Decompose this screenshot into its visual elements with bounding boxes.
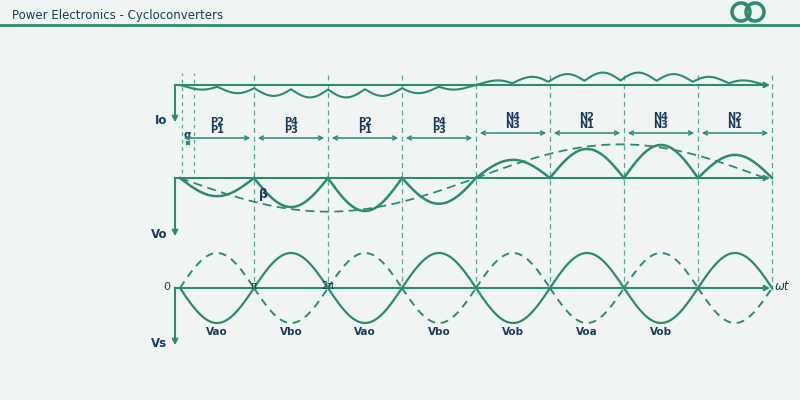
Text: P4: P4 [432, 117, 446, 127]
Text: 2π: 2π [322, 281, 334, 291]
Text: α: α [183, 130, 191, 140]
Text: Vao: Vao [206, 327, 228, 337]
Text: Vob: Vob [502, 327, 524, 337]
Text: P1: P1 [358, 125, 372, 135]
Text: Voa: Voa [576, 327, 598, 337]
Text: N2: N2 [727, 112, 742, 122]
Text: N2: N2 [579, 112, 594, 122]
Text: Vob: Vob [650, 327, 672, 337]
Text: N4: N4 [506, 112, 521, 122]
Text: N1: N1 [727, 120, 742, 130]
Text: Vbo: Vbo [280, 327, 302, 337]
Text: P3: P3 [432, 125, 446, 135]
Text: N3: N3 [654, 120, 669, 130]
Text: P2: P2 [210, 117, 224, 127]
Text: β: β [259, 188, 268, 201]
Text: Vo: Vo [150, 228, 167, 241]
Text: Vbo: Vbo [428, 327, 450, 337]
Text: Vs: Vs [151, 337, 167, 350]
Text: Power Electronics - Cycloconverters: Power Electronics - Cycloconverters [12, 10, 223, 22]
Text: 0: 0 [163, 282, 170, 292]
Text: ωt: ωt [775, 280, 790, 294]
Text: P3: P3 [284, 125, 298, 135]
Text: Io: Io [154, 114, 167, 127]
Text: N3: N3 [506, 120, 521, 130]
Text: P4: P4 [284, 117, 298, 127]
Text: Vao: Vao [354, 327, 376, 337]
Text: π: π [251, 281, 257, 291]
Text: P1: P1 [210, 125, 224, 135]
Text: N1: N1 [579, 120, 594, 130]
Text: P2: P2 [358, 117, 372, 127]
Text: N4: N4 [654, 112, 669, 122]
